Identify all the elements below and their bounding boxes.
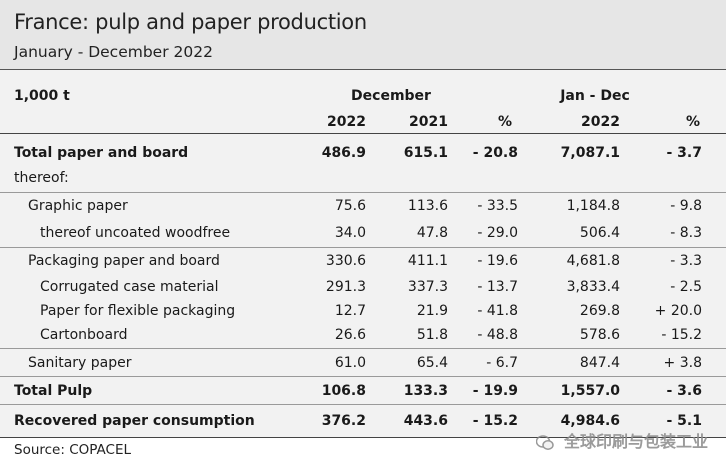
row-label: Total paper and board xyxy=(14,145,189,161)
cell-dec-2022: 376.2 xyxy=(321,413,366,429)
cell-dec-2022: 12.7 xyxy=(334,303,366,319)
col-header-2021: 2021 xyxy=(409,114,448,130)
cell-jd-pct: + 3.8 xyxy=(663,355,702,371)
cell-jd-pct: - 8.3 xyxy=(670,225,702,241)
cell-dec-pct: - 6.7 xyxy=(486,355,518,371)
page-title: France: pulp and paper production xyxy=(14,10,367,34)
cell-jd-pct: - 3.7 xyxy=(666,145,703,161)
watermark-text: 全球印刷与包装工业 xyxy=(563,432,708,451)
page-subtitle: January - December 2022 xyxy=(14,43,213,61)
wechat-icon xyxy=(536,434,555,450)
cell-dec-2022: 291.3 xyxy=(325,279,366,295)
cell-jd-2022: 7,087.1 xyxy=(560,145,620,161)
cell-jd-pct: - 5.1 xyxy=(666,413,703,429)
row-label: Recovered paper consumption xyxy=(14,413,255,429)
row-divider xyxy=(0,192,726,193)
cell-dec-pct: - 41.8 xyxy=(477,303,518,319)
cell-dec-2021: 21.9 xyxy=(416,303,448,319)
cell-jd-2022: 4,984.6 xyxy=(560,413,620,429)
cell-dec-pct: - 20.8 xyxy=(472,145,518,161)
cell-dec-pct: - 19.6 xyxy=(477,253,518,269)
cell-jd-2022: 578.6 xyxy=(579,327,620,343)
cell-jd-2022: 1,557.0 xyxy=(560,383,620,399)
row-label: thereof: xyxy=(14,170,69,186)
row-label: Total Pulp xyxy=(14,383,93,399)
data-table: 1,000 t December Jan - Dec 2022 2021 % 2… xyxy=(0,70,726,438)
cell-dec-pct: - 19.9 xyxy=(472,383,518,399)
watermark: 全球印刷与包装工业 xyxy=(536,428,708,452)
cell-dec-2021: 615.1 xyxy=(403,145,448,161)
cell-dec-pct: - 13.7 xyxy=(477,279,518,295)
row-divider xyxy=(0,404,726,405)
cell-jd-pct: - 15.2 xyxy=(661,327,702,343)
row-label: Graphic paper xyxy=(28,198,128,214)
row-label: Paper for flexible packaging xyxy=(40,303,236,319)
cell-dec-2022: 34.0 xyxy=(334,225,366,241)
row-label: Corrugated case material xyxy=(40,279,219,295)
cell-dec-pct: - 29.0 xyxy=(477,225,518,241)
unit-label: 1,000 t xyxy=(14,88,70,104)
cell-dec-2022: 75.6 xyxy=(334,198,366,214)
header-divider xyxy=(0,133,726,134)
col-header-2022: 2022 xyxy=(327,114,366,130)
title-bar: France: pulp and paper production Januar… xyxy=(0,0,726,70)
row-label: Packaging paper and board xyxy=(28,253,220,269)
source-note: Source: COPACEL xyxy=(14,442,132,458)
footer-divider xyxy=(0,437,726,438)
group-header-december: December xyxy=(351,88,431,104)
cell-dec-2021: 133.3 xyxy=(403,383,448,399)
cell-dec-2022: 61.0 xyxy=(334,355,366,371)
col-header-pct: % xyxy=(497,114,512,130)
row-label: thereof uncoated woodfree xyxy=(40,225,231,241)
group-header-jan-dec: Jan - Dec xyxy=(560,88,630,104)
cell-jd-pct: - 9.8 xyxy=(670,198,702,214)
row-label: Sanitary paper xyxy=(28,355,132,371)
cell-dec-pct: - 48.8 xyxy=(477,327,518,343)
cell-dec-2022: 26.6 xyxy=(334,327,366,343)
cell-dec-2021: 47.8 xyxy=(416,225,448,241)
cell-jd-2022: 3,833.4 xyxy=(566,279,620,295)
col-header-jan-dec-pct: % xyxy=(685,114,700,130)
row-label: Cartonboard xyxy=(40,327,128,343)
col-header-jan-dec-2022: 2022 xyxy=(581,114,620,130)
cell-jd-2022: 1,184.8 xyxy=(566,198,620,214)
row-divider xyxy=(0,348,726,349)
cell-jd-2022: 506.4 xyxy=(579,225,620,241)
row-divider xyxy=(0,376,726,377)
cell-jd-2022: 4,681.8 xyxy=(566,253,620,269)
cell-jd-2022: 269.8 xyxy=(579,303,620,319)
cell-jd-2022: 847.4 xyxy=(579,355,620,371)
cell-dec-2021: 337.3 xyxy=(407,279,448,295)
cell-dec-2021: 113.6 xyxy=(407,198,448,214)
cell-jd-pct: - 3.3 xyxy=(670,253,702,269)
cell-dec-pct: - 15.2 xyxy=(472,413,518,429)
cell-dec-2022: 330.6 xyxy=(325,253,366,269)
cell-dec-2022: 486.9 xyxy=(321,145,366,161)
cell-dec-2021: 443.6 xyxy=(403,413,448,429)
cell-dec-2021: 65.4 xyxy=(416,355,448,371)
cell-dec-2021: 51.8 xyxy=(416,327,448,343)
cell-jd-pct: + 20.0 xyxy=(654,303,702,319)
cell-dec-2022: 106.8 xyxy=(321,383,366,399)
row-divider xyxy=(0,247,726,248)
cell-dec-pct: - 33.5 xyxy=(477,198,518,214)
cell-dec-2021: 411.1 xyxy=(407,253,448,269)
cell-jd-pct: - 2.5 xyxy=(670,279,702,295)
cell-jd-pct: - 3.6 xyxy=(666,383,703,399)
